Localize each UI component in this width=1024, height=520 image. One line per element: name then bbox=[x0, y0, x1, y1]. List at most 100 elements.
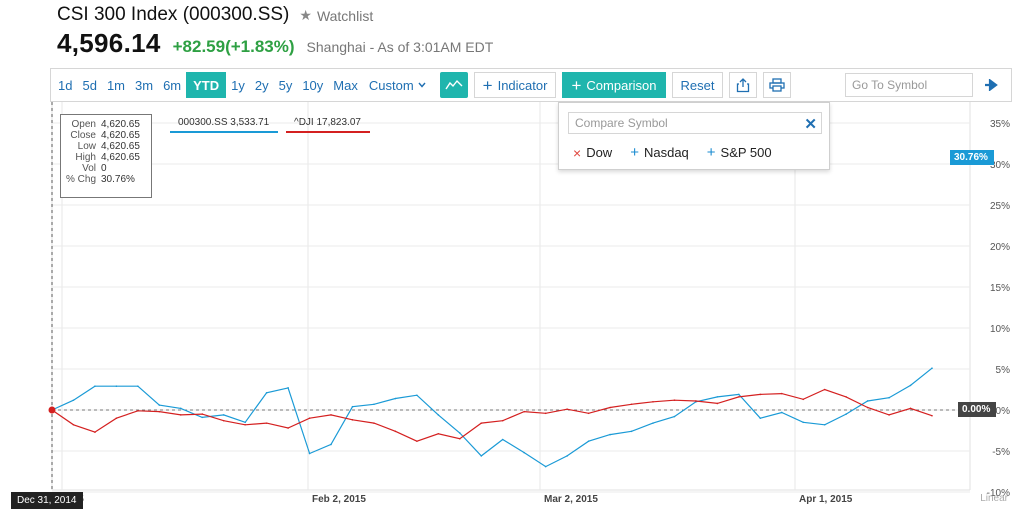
data-point bbox=[373, 422, 375, 424]
indicator-button[interactable]: + Indicator bbox=[473, 72, 557, 98]
ohlc-row: Low 4,620.65 bbox=[65, 141, 147, 152]
compare-option-label: Dow bbox=[586, 145, 613, 160]
y-tick-label: 0% bbox=[996, 406, 1011, 417]
watchlist-button[interactable]: ★ Watchlist bbox=[299, 7, 373, 24]
range-button[interactable]: 1y bbox=[231, 77, 245, 93]
data-point bbox=[179, 407, 182, 410]
star-icon: ★ bbox=[299, 7, 312, 23]
ohlc-key: Vol bbox=[82, 163, 96, 174]
data-point bbox=[544, 412, 547, 415]
data-point bbox=[480, 422, 483, 424]
series-line bbox=[51, 388, 933, 442]
last-value-flag-dji: 0.00% bbox=[958, 402, 997, 417]
plus-icon: + bbox=[571, 75, 582, 95]
custom-range-dropdown[interactable]: Custom bbox=[363, 72, 432, 98]
ohlc-value: 4,620.65 bbox=[101, 152, 140, 163]
data-point bbox=[888, 414, 890, 416]
data-point bbox=[523, 451, 525, 454]
y-tick-label: 30% bbox=[990, 160, 1010, 171]
data-point bbox=[480, 455, 483, 457]
x-tick-label: Apr 1, 2015 bbox=[799, 494, 853, 505]
y-tick-label: -10% bbox=[987, 488, 1010, 499]
data-point bbox=[72, 423, 75, 426]
y-tick-label: 5% bbox=[996, 365, 1011, 376]
ohlc-row: Vol 0 bbox=[65, 163, 147, 174]
data-point bbox=[222, 414, 225, 416]
ohlc-row: % Chg 30.76% bbox=[65, 174, 147, 185]
crosshair-dot bbox=[48, 406, 56, 414]
ohlc-value: 4,620.65 bbox=[101, 119, 140, 130]
range-button[interactable]: 5d bbox=[82, 77, 97, 93]
data-point bbox=[265, 391, 268, 394]
data-point bbox=[373, 403, 375, 406]
price-row: 4,596.14 +82.59(+1.83%) Shanghai - As of… bbox=[57, 28, 493, 59]
range-button[interactable]: 2y bbox=[254, 77, 269, 93]
range-button[interactable]: Max bbox=[333, 77, 358, 93]
compare-option-dow[interactable]: × Dow bbox=[573, 144, 612, 161]
data-point bbox=[866, 406, 869, 409]
data-point bbox=[566, 455, 568, 457]
data-point bbox=[931, 367, 933, 369]
plus-icon: + bbox=[630, 144, 639, 161]
print-button[interactable] bbox=[763, 72, 792, 98]
reset-button[interactable]: Reset bbox=[671, 72, 724, 98]
data-point bbox=[394, 397, 397, 400]
range-button[interactable]: 1d bbox=[58, 77, 73, 93]
y-tick-label: 15% bbox=[990, 283, 1010, 294]
data-point bbox=[630, 403, 633, 406]
title-row: CSI 300 Index (000300.SS) ★ Watchlist bbox=[57, 4, 373, 26]
compare-symbol-input[interactable]: Compare Symbol ✕ bbox=[568, 112, 822, 134]
y-tick-label: 35% bbox=[990, 119, 1010, 130]
legend-label: 000300.SS 3,533.71 bbox=[178, 117, 270, 128]
data-point bbox=[330, 414, 332, 416]
range-button[interactable]: 6m bbox=[163, 77, 182, 93]
data-point bbox=[738, 396, 740, 398]
ohlc-value: 4,620.65 bbox=[101, 141, 140, 152]
data-point bbox=[308, 417, 311, 420]
custom-label: Custom bbox=[368, 77, 414, 93]
data-point bbox=[587, 412, 590, 415]
data-point bbox=[459, 437, 461, 440]
range-button[interactable]: 1m bbox=[106, 77, 125, 93]
data-point bbox=[394, 430, 397, 433]
share-icon bbox=[737, 77, 750, 92]
data-point bbox=[909, 407, 912, 410]
compare-option-label: S&P 500 bbox=[720, 145, 772, 160]
chart-type-button[interactable] bbox=[439, 72, 468, 98]
ohlc-key: Close bbox=[70, 130, 96, 141]
compare-option-label: Nasdaq bbox=[643, 145, 689, 160]
data-point bbox=[115, 385, 118, 388]
print-icon bbox=[769, 78, 786, 92]
data-point bbox=[823, 423, 826, 426]
chart-toolbar: 1d 5d 1m 3m 6m YTD 1y 2y 5y 10y Max Custom + Indic… bbox=[50, 68, 1012, 102]
x-tick-label: Mar 2, 2015 bbox=[544, 494, 598, 505]
range-button[interactable]: 5y bbox=[278, 77, 293, 93]
go-to-symbol-input[interactable]: Go To Symbol bbox=[845, 73, 973, 97]
legend-item-csi300[interactable]: 000300.SS 3,533.71 bbox=[170, 117, 278, 133]
compare-option-nasdaq[interactable]: + Nasdaq bbox=[630, 144, 689, 161]
close-icon[interactable]: ✕ bbox=[804, 116, 817, 133]
data-point bbox=[673, 415, 676, 418]
data-point bbox=[501, 438, 504, 441]
data-point bbox=[158, 404, 161, 406]
data-point bbox=[459, 432, 461, 434]
range-button[interactable]: YTD bbox=[186, 72, 227, 98]
go-to-symbol-button[interactable] bbox=[979, 74, 1003, 96]
data-point bbox=[695, 400, 697, 402]
range-button[interactable]: 10y bbox=[302, 77, 324, 93]
plus-icon: + bbox=[706, 144, 716, 161]
compare-option-sp500[interactable]: + S&P 500 bbox=[707, 144, 772, 161]
range-button[interactable]: 3m bbox=[135, 77, 154, 93]
legend-item-dji[interactable]: ^DJI 17,823.07 bbox=[286, 117, 370, 133]
comparison-button[interactable]: + Comparison bbox=[562, 72, 666, 98]
ohlc-value: 0 bbox=[101, 163, 107, 174]
goto-placeholder: Go To Symbol bbox=[852, 78, 928, 92]
share-button[interactable] bbox=[729, 72, 758, 98]
data-point bbox=[158, 410, 161, 413]
data-point bbox=[437, 414, 440, 416]
data-point bbox=[738, 393, 740, 396]
ohlc-key: % Chg bbox=[65, 174, 96, 185]
data-point bbox=[566, 408, 568, 410]
data-point bbox=[652, 422, 654, 424]
